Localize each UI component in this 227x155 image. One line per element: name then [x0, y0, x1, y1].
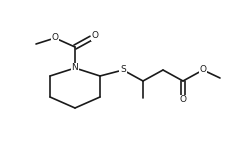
- Text: O: O: [199, 66, 206, 75]
- Text: S: S: [120, 66, 125, 75]
- Text: N: N: [71, 64, 78, 73]
- Text: O: O: [91, 31, 98, 40]
- Text: O: O: [179, 95, 186, 104]
- Text: O: O: [51, 33, 58, 42]
